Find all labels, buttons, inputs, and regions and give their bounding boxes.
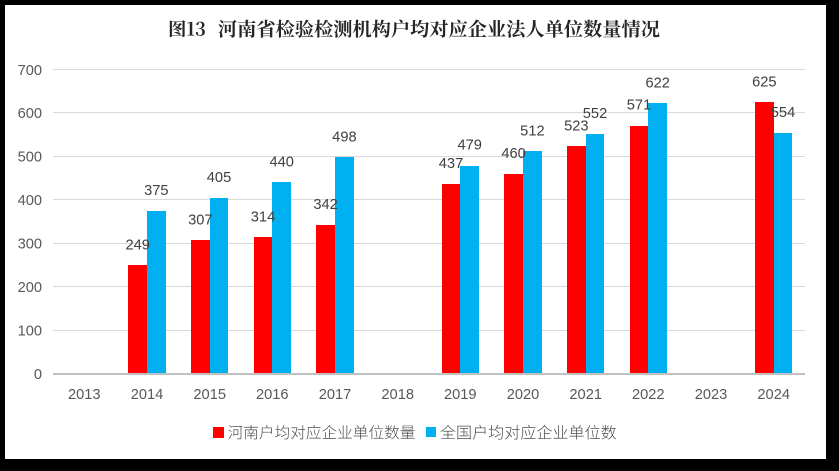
svg-text:554: 554	[771, 105, 795, 121]
svg-text:405: 405	[207, 170, 231, 186]
svg-text:552: 552	[583, 106, 607, 122]
svg-text:440: 440	[269, 155, 293, 171]
svg-text:700: 700	[18, 63, 42, 79]
svg-text:498: 498	[332, 129, 356, 145]
svg-text:2014: 2014	[131, 387, 164, 403]
svg-text:2024: 2024	[757, 387, 790, 403]
svg-text:249: 249	[125, 238, 149, 254]
svg-text:307: 307	[188, 212, 212, 228]
svg-text:571: 571	[627, 98, 651, 114]
svg-text:2016: 2016	[256, 387, 289, 403]
svg-text:460: 460	[501, 146, 525, 162]
svg-text:100: 100	[18, 323, 42, 339]
svg-text:0: 0	[34, 367, 42, 383]
svg-text:625: 625	[752, 74, 776, 90]
svg-text:375: 375	[144, 183, 168, 199]
svg-text:500: 500	[18, 150, 42, 166]
svg-text:314: 314	[251, 209, 275, 225]
svg-text:479: 479	[457, 138, 481, 154]
svg-text:2020: 2020	[507, 387, 540, 403]
svg-text:437: 437	[439, 156, 463, 172]
svg-text:2013: 2013	[68, 387, 101, 403]
svg-text:2017: 2017	[319, 387, 352, 403]
svg-text:512: 512	[520, 123, 544, 139]
svg-text:2019: 2019	[444, 387, 477, 403]
svg-text:523: 523	[564, 119, 588, 135]
svg-text:342: 342	[313, 197, 337, 213]
svg-text:2018: 2018	[381, 387, 414, 403]
svg-text:2023: 2023	[695, 387, 728, 403]
svg-text:2022: 2022	[632, 387, 665, 403]
svg-text:600: 600	[18, 106, 42, 122]
svg-text:300: 300	[18, 237, 42, 253]
svg-text:622: 622	[645, 76, 669, 92]
svg-text:2021: 2021	[569, 387, 602, 403]
svg-text:2015: 2015	[193, 387, 226, 403]
svg-text:400: 400	[18, 193, 42, 209]
svg-text:200: 200	[18, 280, 42, 296]
